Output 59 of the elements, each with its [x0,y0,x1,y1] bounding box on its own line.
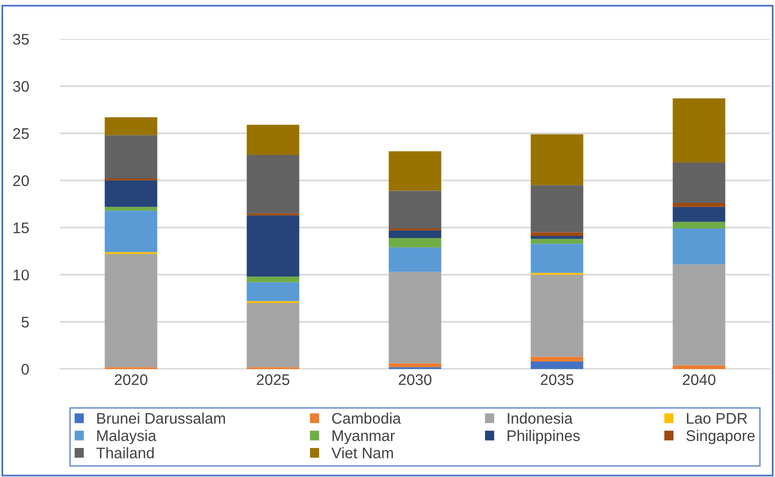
bar [530,134,584,186]
legend-label: Lao PDR [686,413,747,424]
x-tick-label: 2035 [540,374,574,386]
bar [388,151,442,191]
x-tick-label: 2025 [256,374,290,386]
bar [672,365,726,369]
x-tick-label: 2020 [114,374,148,386]
bar [246,124,300,155]
legend-label: Malaysia [97,430,156,444]
bar [246,154,300,214]
bar [104,210,158,252]
y-tick-label: 0 [22,364,29,375]
legend-label: Philippines [508,430,580,444]
bar [104,206,158,211]
bar [530,238,584,244]
bar [672,162,726,204]
bar [388,190,442,229]
bar [672,264,726,366]
bar [530,244,584,273]
legend-label: Myanmar [332,430,395,444]
y-tick-label: 5 [22,316,29,328]
bar [104,180,158,207]
bar [246,303,300,368]
legend-label: Brunei Darussalam [97,412,225,424]
bar [530,185,584,232]
bar [388,238,442,248]
bar [246,282,300,302]
legend-label: Singapore [686,430,755,444]
bar [104,117,158,136]
legend-label: Viet Nam [331,447,393,458]
bar [672,222,726,229]
x-tick-label: 2040 [682,374,716,386]
bar [672,228,726,264]
bar [530,361,584,369]
x-tick-label: 2030 [398,374,432,386]
bar [388,247,442,272]
bar [530,356,584,362]
bar [388,363,442,368]
bar [530,274,584,357]
bar [672,206,726,222]
bar [104,254,158,368]
legend-label: Cambodia [332,412,401,424]
y-tick-label: 25 [13,128,29,139]
legend-label: Indonesia [508,412,573,424]
bar [104,135,158,179]
legend-label: Thailand [96,447,154,458]
bar [388,230,442,238]
y-tick-label: 30 [13,81,29,92]
bar [388,272,442,364]
bar [246,276,300,282]
bar [672,203,726,207]
bar [246,215,300,277]
y-tick-label: 20 [13,175,29,186]
y-tick-label: 10 [14,270,29,280]
y-tick-label: 15 [14,222,29,234]
bar [672,98,726,163]
bar [530,236,584,239]
bar [530,232,584,236]
y-tick-label: 35 [13,34,29,45]
